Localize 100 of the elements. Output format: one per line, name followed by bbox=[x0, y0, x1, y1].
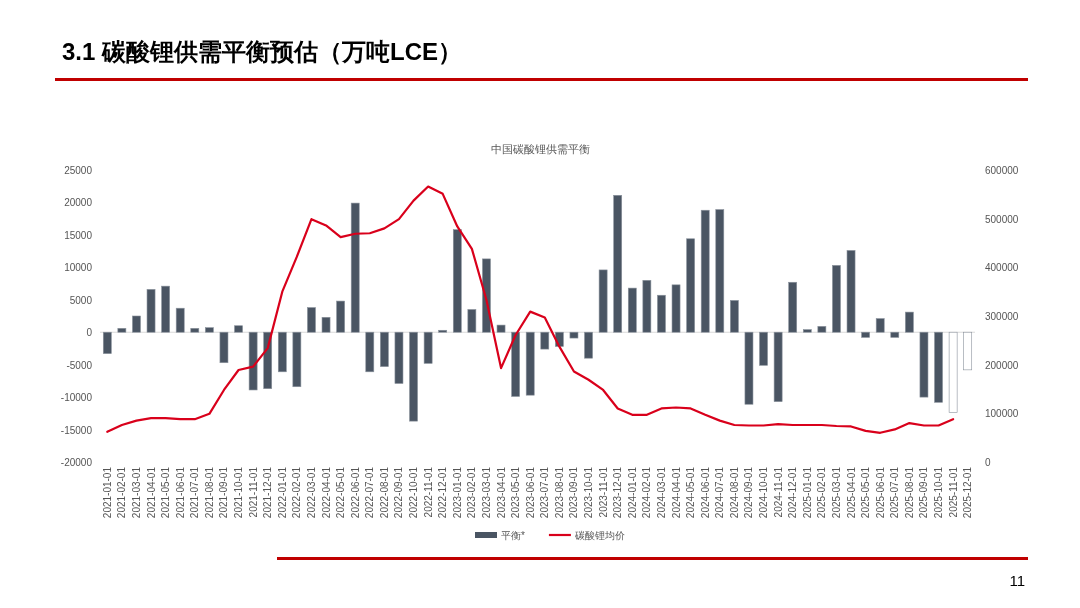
bar bbox=[963, 331, 973, 371]
x-tick-label: 2025-06-01 bbox=[874, 466, 886, 519]
bar bbox=[277, 331, 287, 373]
bar bbox=[846, 250, 856, 333]
x-tick-label: 2023-04-01 bbox=[495, 466, 507, 519]
bar bbox=[394, 331, 404, 384]
x-tick-label: 2021-04-01 bbox=[145, 466, 157, 519]
y-tick-label: 25000 bbox=[64, 165, 93, 176]
x-tick-label: 2024-01-01 bbox=[626, 466, 638, 519]
x-tick-label: 2021-12-01 bbox=[262, 466, 274, 519]
x-tick-label: 2022-10-01 bbox=[408, 466, 420, 519]
bar bbox=[248, 331, 258, 391]
bar bbox=[948, 331, 958, 413]
bar bbox=[219, 331, 229, 364]
x-tick-label: 2021-06-01 bbox=[174, 466, 186, 519]
bar bbox=[117, 328, 127, 333]
bar bbox=[102, 331, 112, 354]
bar bbox=[175, 307, 185, 333]
x-tick-label: 2024-09-01 bbox=[743, 466, 755, 519]
bar bbox=[409, 331, 418, 422]
bar bbox=[861, 331, 870, 338]
x-tick-label: 2024-02-01 bbox=[641, 466, 653, 519]
bar bbox=[292, 331, 302, 388]
y-tick-label: 0 bbox=[86, 327, 93, 339]
x-tick-label: 2021-09-01 bbox=[218, 466, 230, 519]
x-tick-label: 2024-03-01 bbox=[655, 466, 667, 519]
x-tick-label: 2022-12-01 bbox=[437, 466, 449, 519]
x-tick-label: 2023-01-01 bbox=[451, 466, 463, 519]
bar bbox=[817, 326, 827, 333]
x-tick-label: 2021-03-01 bbox=[130, 466, 142, 519]
bar bbox=[657, 294, 666, 333]
bar bbox=[336, 300, 345, 333]
x-tick-label: 2024-04-01 bbox=[670, 466, 682, 519]
x-tick-label: 2023-05-01 bbox=[510, 466, 522, 519]
bar bbox=[146, 289, 156, 333]
y2-tick-label: 200000 bbox=[985, 359, 1019, 371]
bar bbox=[511, 331, 520, 397]
y2-tick-label: 600000 bbox=[985, 165, 1019, 176]
bar bbox=[832, 265, 841, 333]
x-tick-label: 2021-05-01 bbox=[160, 466, 172, 519]
bar bbox=[627, 287, 637, 333]
bar bbox=[642, 280, 652, 333]
bar bbox=[788, 281, 798, 333]
x-tick-label: 2022-06-01 bbox=[349, 466, 361, 519]
x-tick-label: 2023-07-01 bbox=[539, 466, 551, 519]
bar bbox=[919, 331, 929, 398]
y2-tick-label: 500000 bbox=[985, 213, 1019, 225]
x-tick-label: 2022-02-01 bbox=[291, 466, 303, 519]
bar bbox=[525, 331, 535, 396]
y-tick-label: 20000 bbox=[64, 197, 93, 209]
bar bbox=[715, 209, 725, 333]
bar bbox=[773, 331, 783, 402]
x-tick-label: 2023-08-01 bbox=[553, 466, 565, 519]
legend-label: 平衡* bbox=[501, 530, 525, 541]
bar bbox=[496, 324, 506, 333]
x-tick-label: 2024-08-01 bbox=[728, 466, 740, 519]
y2-tick-label: 300000 bbox=[985, 311, 1019, 322]
bar bbox=[234, 325, 243, 333]
bar bbox=[700, 209, 710, 333]
y-tick-label: -15000 bbox=[60, 424, 93, 436]
x-tick-label: 2022-03-01 bbox=[305, 466, 317, 519]
y2-tick-label: 400000 bbox=[985, 262, 1019, 274]
x-tick-label: 2024-12-01 bbox=[787, 466, 799, 519]
x-tick-label: 2024-06-01 bbox=[699, 466, 711, 519]
x-tick-label: 2025-05-01 bbox=[860, 466, 872, 519]
bar bbox=[380, 331, 389, 367]
y-tick-label: -20000 bbox=[60, 457, 93, 468]
bar bbox=[802, 329, 812, 333]
bar bbox=[759, 331, 768, 366]
line-series bbox=[106, 185, 955, 434]
bar bbox=[890, 331, 900, 338]
y-tick-label: 15000 bbox=[64, 229, 93, 241]
x-tick-label: 2023-09-01 bbox=[568, 466, 580, 519]
bar bbox=[540, 331, 550, 350]
x-tick-label: 2025-04-01 bbox=[845, 466, 857, 519]
x-tick-label: 2023-11-01 bbox=[597, 466, 609, 518]
bar bbox=[452, 229, 462, 333]
bar bbox=[365, 331, 375, 373]
bar bbox=[875, 318, 885, 333]
x-tick-label: 2024-10-01 bbox=[758, 466, 770, 519]
x-tick-label: 2025-07-01 bbox=[889, 466, 901, 519]
bar bbox=[307, 307, 316, 333]
y2-tick-label: 100000 bbox=[985, 408, 1019, 420]
bar bbox=[905, 311, 914, 333]
x-tick-label: 2024-07-01 bbox=[714, 466, 726, 519]
bar bbox=[321, 317, 331, 333]
bar bbox=[613, 195, 623, 333]
x-tick-label: 2022-01-01 bbox=[276, 466, 288, 519]
x-tick-label: 2024-11-01 bbox=[772, 466, 784, 518]
y-tick-label: 5000 bbox=[69, 294, 93, 306]
x-tick-label: 2021-08-01 bbox=[203, 466, 215, 519]
x-tick-label: 2021-07-01 bbox=[189, 466, 201, 519]
x-tick-label: 2023-03-01 bbox=[480, 466, 492, 519]
x-tick-label: 2021-02-01 bbox=[116, 466, 128, 519]
bar bbox=[598, 269, 608, 333]
bar bbox=[934, 331, 943, 403]
x-tick-label: 2023-02-01 bbox=[466, 466, 478, 519]
bar bbox=[671, 284, 681, 333]
x-tick-label: 2022-04-01 bbox=[320, 466, 332, 519]
bar bbox=[467, 309, 477, 333]
